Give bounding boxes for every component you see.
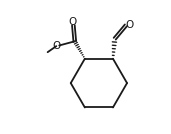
Text: O: O — [125, 20, 133, 30]
Text: O: O — [69, 17, 77, 27]
Text: O: O — [52, 41, 60, 51]
